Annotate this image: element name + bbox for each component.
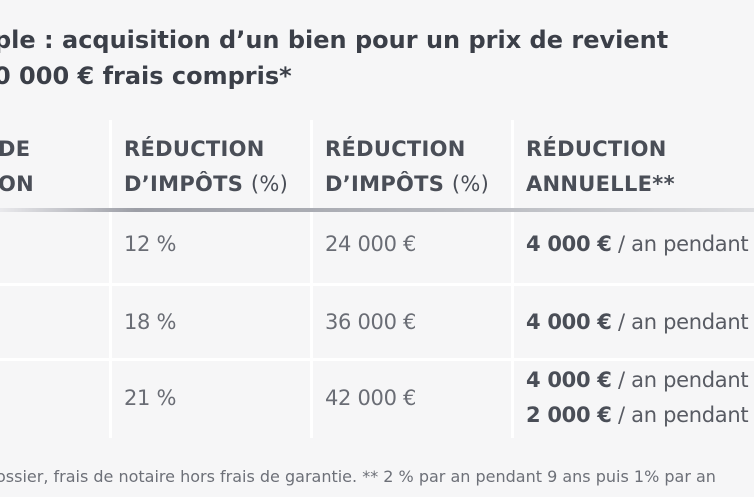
header-reduction-amount: RÉDUCTION D’IMPÔTS (%) [325, 137, 490, 196]
row1-pct: 12 % [124, 232, 177, 256]
row2-amount: 36 000 € [325, 310, 417, 334]
title-line-2: 0 000 € frais compris* [0, 62, 292, 90]
column-divider [109, 120, 112, 438]
row3-annual-line1: 4 000 € / an pendant [526, 368, 749, 392]
header-duration: DE ON [0, 137, 35, 196]
row3-pct: 21 % [124, 386, 177, 410]
page-title: ple : acquisition d’un bien pour un prix… [0, 22, 754, 94]
column-divider [310, 120, 313, 438]
column-divider [511, 120, 514, 438]
row1-amount: 24 000 € [325, 232, 417, 256]
footnote: ossier, frais de notaire hors frais de g… [0, 467, 716, 486]
reduction-table: DE ON RÉDUCTION D’IMPÔTS (%) RÉDUCTION D… [0, 120, 754, 440]
header-divider [0, 208, 754, 212]
header-reduction-pct: RÉDUCTION D’IMPÔTS (%) [124, 137, 289, 196]
row-divider [0, 358, 754, 361]
title-line-1: ple : acquisition d’un bien pour un prix… [0, 26, 669, 54]
row-divider [0, 283, 754, 286]
row3-amount: 42 000 € [325, 386, 417, 410]
row1-annual: 4 000 € / an pendant [526, 232, 749, 256]
row3-annual-line2: 2 000 € / an pendant [526, 403, 749, 427]
row2-annual: 4 000 € / an pendant [526, 310, 749, 334]
header-annual-reduction: RÉDUCTION ANNUELLE** [526, 137, 675, 196]
row2-pct: 18 % [124, 310, 177, 334]
